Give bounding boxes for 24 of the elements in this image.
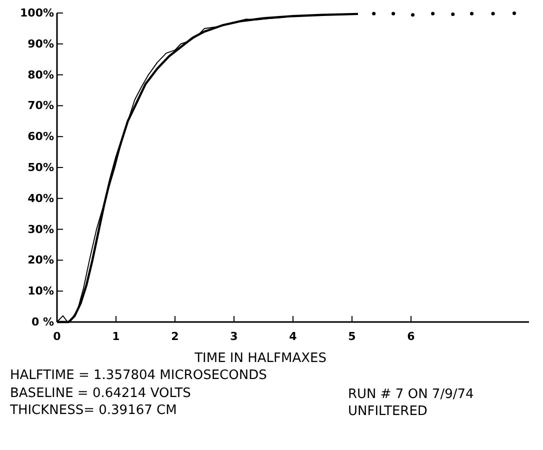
text: HALFTIME = 1.357804 MICROSECONDS (10, 368, 267, 383)
y-tick-label: 50% (28, 161, 54, 174)
y-tick-label: 10% (28, 284, 54, 298)
y-tick-label: 90% (28, 37, 54, 50)
y-tick-label: 20% (28, 254, 54, 267)
y-tick-label: 80% (28, 68, 54, 82)
y-tick-label: 100% (20, 6, 54, 20)
text: RUN # 7 ON 7/9/74 (348, 387, 474, 402)
y-tick-label: 0 % (31, 316, 54, 329)
x-tick-label: 1 (112, 330, 120, 343)
text: BASELINE = 0.64214 VOLTS (10, 386, 191, 401)
text: UNFILTERED (348, 404, 428, 419)
text: THICKNESS= 0.39167 CM (9, 403, 177, 418)
x-tick-label: 3 (230, 330, 238, 343)
y-tick-label: 60% (28, 130, 54, 144)
x-axis-title: TIME IN HALFMAXES (194, 351, 327, 366)
x-tick-label: 4 (289, 330, 298, 343)
x-tick-label: 0 (53, 330, 62, 343)
x-tick-label: 2 (171, 330, 179, 343)
x-tick-label: 5 (348, 330, 356, 343)
y-tick-label: 40% (28, 192, 54, 205)
x-tick-label: 6 (407, 330, 416, 343)
y-tick-label: 70% (28, 99, 54, 112)
y-tick-label: 30% (28, 222, 54, 236)
